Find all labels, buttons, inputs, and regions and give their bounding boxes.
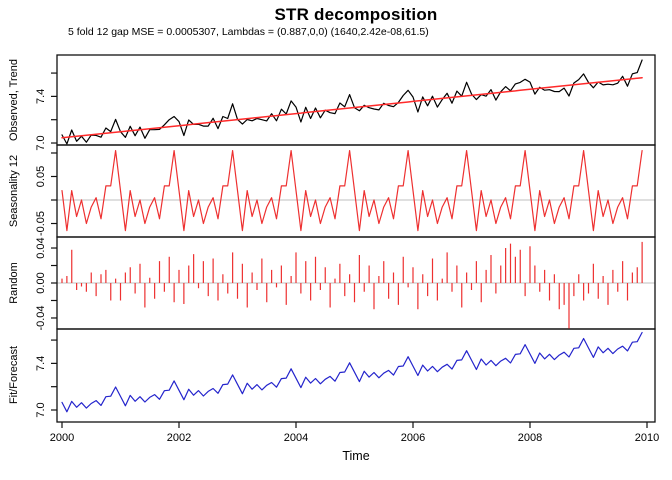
seasonality-series-line (61, 150, 643, 232)
xlabel-time: Time (342, 449, 370, 463)
y-tick-label: -0.05 (35, 211, 47, 236)
x-tick-label: 2000 (50, 432, 74, 444)
fit-series-line (61, 331, 643, 413)
x-tick-label: 2002 (167, 432, 191, 444)
y-tick-label: -0.04 (35, 305, 47, 330)
panel-border (56, 54, 656, 146)
y-tick-label: 0.00 (35, 272, 47, 293)
y-tick-label: 0.05 (35, 166, 47, 187)
random-needles (61, 241, 643, 329)
y-tick-label: 7.4 (35, 356, 47, 371)
y-tick-label: 7.0 (35, 135, 47, 150)
trend-series-line (61, 76, 643, 139)
x-tick-label: 2006 (401, 432, 425, 444)
y-tick-label: 7.0 (35, 402, 47, 417)
chart-subtitle: 5 fold 12 gap MSE = 0.0005307, Lambdas =… (68, 26, 429, 38)
x-tick-label: 2008 (518, 432, 542, 444)
y-tick-label: 7.4 (35, 89, 47, 104)
panel-border (56, 144, 656, 238)
observed-series-line (61, 59, 643, 145)
y-tick-label: 0.04 (35, 237, 47, 258)
chart-title: STR decomposition (274, 5, 438, 24)
x-tick-label: 2004 (284, 432, 308, 444)
x-tick-label: 2010 (635, 432, 659, 444)
panel-border (56, 328, 656, 423)
